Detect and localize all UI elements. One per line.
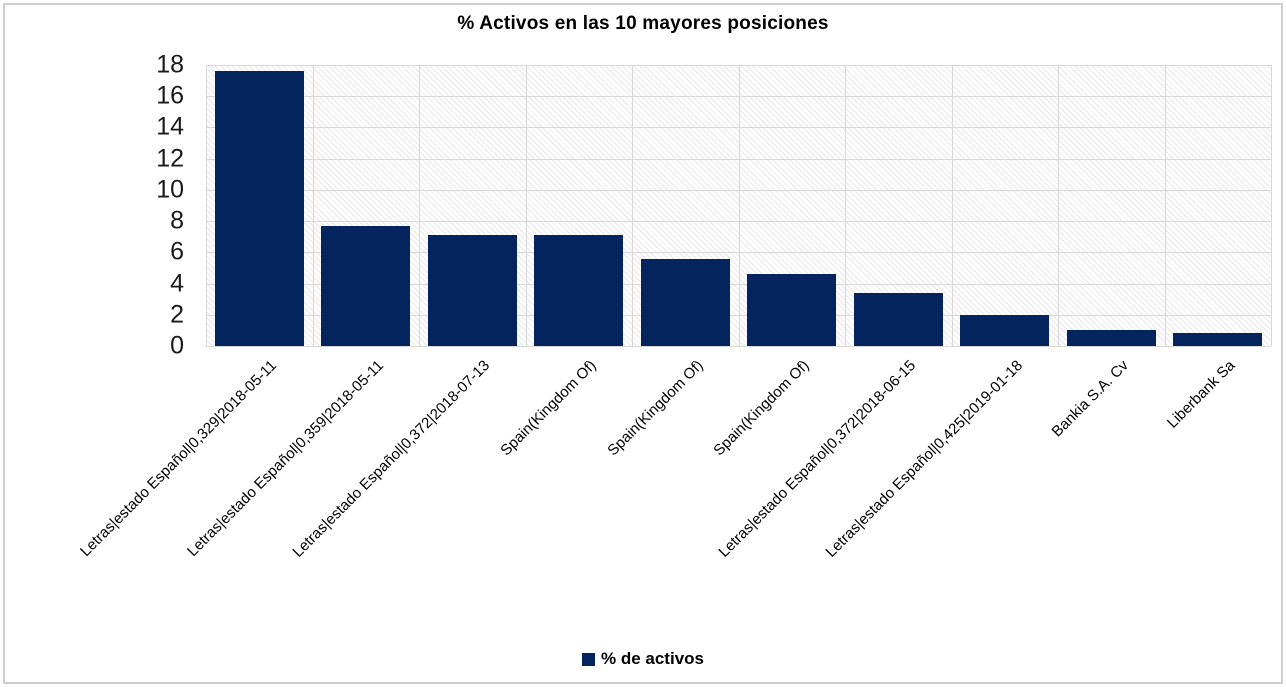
bar	[214, 71, 304, 346]
y-tick-label: 12	[156, 144, 184, 173]
vertical-gridline	[1165, 65, 1166, 346]
x-axis-label: Liberbank Sa	[1164, 357, 1239, 432]
vertical-gridline	[1058, 65, 1059, 346]
vertical-gridline	[845, 65, 846, 346]
x-axis-label: Spain(Kingdom Of)	[710, 357, 813, 460]
legend-swatch	[582, 652, 595, 666]
y-tick-label: 0	[170, 331, 184, 360]
y-tick-label: 18	[156, 50, 184, 79]
y-tick-label: 10	[156, 175, 184, 204]
vertical-gridline	[526, 65, 527, 346]
horizontal-gridline	[206, 127, 1271, 129]
bar	[427, 235, 517, 346]
horizontal-gridline	[206, 314, 1271, 316]
x-axis-label: Letras|estado Español|0,329|2018-05-11	[77, 357, 281, 560]
plot-area	[206, 65, 1272, 347]
horizontal-gridline	[206, 189, 1271, 191]
x-axis-label: Letras|estado Español|0,372|2018-07-13	[289, 357, 494, 561]
horizontal-gridline	[206, 158, 1271, 160]
horizontal-gridline	[206, 96, 1271, 98]
bar	[1066, 330, 1156, 346]
legend-label: % de activos	[601, 649, 704, 668]
x-axis-label: Spain(Kingdom Of)	[497, 357, 600, 460]
chart-title: % Activos en las 10 mayores posiciones	[457, 13, 829, 34]
vertical-gridline	[419, 65, 420, 346]
x-axis-label: Spain(Kingdom Of)	[604, 357, 707, 460]
horizontal-gridline	[206, 65, 1271, 66]
horizontal-gridline	[206, 346, 1271, 347]
horizontal-gridline	[206, 252, 1271, 254]
legend: % de activos	[0, 649, 1286, 669]
y-tick-label: 8	[170, 206, 184, 235]
horizontal-gridline	[206, 221, 1271, 223]
y-tick-label: 2	[170, 300, 184, 329]
x-axis-label: Letras|estado Español|0,425|2019-01-18	[822, 357, 1026, 561]
y-tick-label: 6	[170, 237, 184, 266]
vertical-gridline	[1271, 65, 1272, 346]
bar	[853, 292, 943, 346]
vertical-gridline	[206, 65, 207, 346]
vertical-gridline	[632, 65, 633, 346]
vertical-gridline	[952, 65, 953, 346]
bar	[640, 258, 730, 346]
y-tick-label: 16	[156, 81, 184, 110]
y-tick-label: 4	[170, 269, 184, 298]
y-tick-label: 14	[156, 112, 184, 141]
vertical-gridline	[313, 65, 314, 346]
horizontal-gridline	[206, 283, 1271, 285]
bar	[747, 274, 837, 346]
bar	[960, 314, 1050, 346]
bar	[534, 235, 624, 346]
bar	[321, 225, 411, 346]
x-axis-label: Letras|estado Español|0,372|2018-06-15	[715, 357, 920, 561]
bar	[1173, 332, 1263, 346]
x-axis-label: Letras|estado Español|0,359|2018-05-11	[183, 357, 387, 560]
x-axis-label: Bankia S.A. Cv	[1048, 357, 1133, 441]
vertical-gridline	[739, 65, 740, 346]
